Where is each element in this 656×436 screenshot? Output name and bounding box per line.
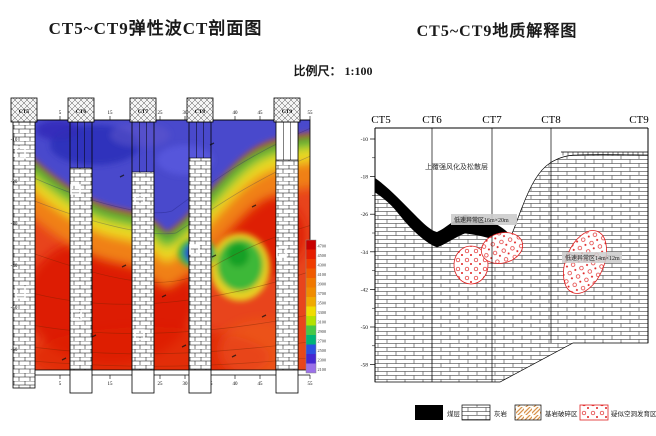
x-tick-label: 45 xyxy=(258,111,264,116)
colorbar-band xyxy=(306,249,316,259)
colorbar-label: 2500 xyxy=(318,348,327,353)
depth-tick-label: -34 xyxy=(361,250,369,256)
borehole-label: CT9 xyxy=(282,109,293,115)
colorbar-band xyxy=(306,316,316,326)
depth-tick-label: -26 xyxy=(361,212,369,218)
colorbar-label: 3700 xyxy=(318,291,327,296)
colorbar-band xyxy=(306,259,316,269)
colorbar-label: 4500 xyxy=(318,253,327,258)
colorbar-label: 3300 xyxy=(318,310,327,315)
colorbar-label: 3900 xyxy=(318,282,327,287)
depth-tick-label: -50 xyxy=(361,325,369,331)
anomaly-annotation-2: 低速异常区14m×12m xyxy=(562,252,622,263)
borehole-label: CT8 xyxy=(541,114,561,126)
legend-swatch-coal xyxy=(415,405,443,420)
x-tick-label: 55 xyxy=(308,111,314,116)
colorbar-band xyxy=(306,344,316,354)
right-panel-title: CT5~CT9地质解释图 xyxy=(416,23,578,40)
depth-label: -50 xyxy=(11,306,18,311)
legend-swatch-cavity xyxy=(579,404,609,421)
legend-swatch-limestone xyxy=(461,404,491,421)
borehole-label: CT6 xyxy=(422,114,442,126)
legend-swatch-fractured-bedrock xyxy=(514,404,542,421)
colorbar-band xyxy=(306,354,316,364)
tomogram-colorfield xyxy=(35,120,310,370)
legend: 煤层 灰岩 基岩破碎区 疑似空洞发育区 xyxy=(415,404,656,421)
depth-tick-label: -42 xyxy=(361,287,369,293)
anomaly-annotation-1: 低速异常区16m×20m xyxy=(451,214,517,225)
colorbar-label: 2100 xyxy=(318,367,327,372)
legend-label: 基岩破碎区 xyxy=(545,409,578,418)
overburden-annotation: 上覆强风化及松散层 xyxy=(425,162,488,171)
x-tick-label: 55 xyxy=(308,382,314,387)
borehole-column-ct9: CT9 xyxy=(273,97,301,394)
x-tick-label: 30 xyxy=(183,111,189,116)
x-tick-label: 25 xyxy=(158,382,164,387)
colorbar-band xyxy=(306,325,316,335)
borehole-column-ct7: CT7 xyxy=(129,97,157,394)
colorbar-label: 3100 xyxy=(318,320,327,325)
depth-tick-label: -18 xyxy=(361,175,369,181)
x-tick-label: 5 xyxy=(59,111,62,116)
x-tick-label: 45 xyxy=(258,382,264,387)
colorbar-band xyxy=(306,268,316,278)
legend-label: 灰岩 xyxy=(494,409,508,418)
colorbar-label: 4700 xyxy=(318,244,327,249)
depth-label: -60 xyxy=(11,348,18,353)
depth-label: -20 xyxy=(11,180,18,185)
colorbar-band xyxy=(306,240,316,250)
x-tick-label: 15 xyxy=(108,111,114,116)
depth-label: -40 xyxy=(11,264,18,269)
colorbar-band xyxy=(306,297,316,307)
colorbar-band xyxy=(306,306,316,316)
borehole-label: CT9 xyxy=(629,114,649,126)
colorbar-band xyxy=(306,278,316,288)
colorbar-band xyxy=(306,287,316,297)
sensor-markers xyxy=(15,146,287,340)
section-frame xyxy=(374,127,649,382)
colorbar-label: 4100 xyxy=(318,272,327,277)
borehole-label: CT5 xyxy=(371,114,391,126)
depth-label: -30 xyxy=(11,222,18,227)
surface-tick-line xyxy=(561,151,648,156)
legend-label: 煤层 xyxy=(447,409,461,418)
borehole-column-ct5: CT5 xyxy=(10,97,38,389)
colorbar-label: 2900 xyxy=(318,329,327,334)
borehole-column-ct8: CT8 xyxy=(186,97,214,394)
borehole-label: CT7 xyxy=(482,114,502,126)
svg-text:低速异常区14m×12m: 低速异常区14m×12m xyxy=(565,254,620,262)
velocity-colorbar: 4700 4500 4300 4100 3900 3700 3500 3300 … xyxy=(305,239,327,374)
svg-text:低速异常区16m×20m: 低速异常区16m×20m xyxy=(454,216,509,224)
depth-axis: -10 -20 -30 -40 -50 -60 xyxy=(11,138,18,353)
borehole-label: CT7 xyxy=(138,109,149,115)
coal-seam xyxy=(375,178,510,247)
colorbar-label: 4300 xyxy=(318,263,327,268)
geological-interpretation-figure: -10 -18 -26 -34 -42 -50 -58 CT5 CT6 CT7 … xyxy=(356,95,656,436)
depth-tick-label: -10 xyxy=(361,137,369,143)
colorbar-label: 2300 xyxy=(318,358,327,363)
legend-label: 疑似空洞发育区 xyxy=(611,409,656,418)
ct-tomogram-figure: 5 10 15 20 25 30 35 40 45 50 55 5 10 15 … xyxy=(10,97,327,394)
colorbar-label: 3500 xyxy=(318,301,327,306)
borehole-label: CT6 xyxy=(76,109,87,115)
x-tick-label: 25 xyxy=(158,111,164,116)
borehole-label: CT8 xyxy=(195,109,206,115)
colorbar-band xyxy=(306,335,316,345)
depth-label: -10 xyxy=(11,138,18,143)
x-tick-label: 5 xyxy=(59,382,62,387)
depth-tick-label: -58 xyxy=(361,363,369,369)
colorbar-band xyxy=(306,363,316,373)
left-panel-title: CT5~CT9弹性波CT剖面图 xyxy=(48,19,263,38)
x-tick-label: 40 xyxy=(233,111,239,116)
borehole-label: CT5 xyxy=(19,109,30,115)
scale-label: 比例尺： 1:100 xyxy=(293,64,373,78)
x-tick-label: 30 xyxy=(183,382,189,387)
x-tick-label: 40 xyxy=(233,382,239,387)
colorbar-label: 2700 xyxy=(318,339,327,344)
x-tick-label: 15 xyxy=(108,382,114,387)
depth-axis-right: -10 -18 -26 -34 -42 -50 -58 xyxy=(361,137,375,369)
